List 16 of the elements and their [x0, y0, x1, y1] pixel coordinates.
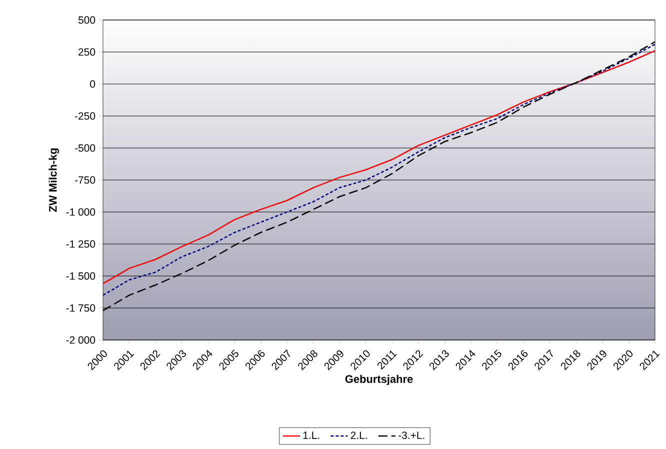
x-axis-title: Geburtsjahre: [345, 374, 413, 386]
y-tick-label: -1 000: [66, 208, 96, 216]
y-tick-label: 0: [90, 80, 96, 88]
legend-label: -3.+L.: [398, 432, 424, 440]
y-axis-title: ZW Milch-kg: [48, 148, 59, 212]
y-tick-label: -750: [75, 176, 96, 184]
y-tick-label: -1 250: [66, 240, 96, 248]
y-tick-label: 500: [78, 16, 96, 24]
y-tick-label: -2 000: [66, 336, 96, 344]
legend-label: 1.L.: [303, 432, 320, 439]
y-tick-label: -500: [75, 144, 96, 152]
y-tick-label: 250: [78, 48, 96, 56]
y-tick-label: -250: [75, 112, 96, 120]
y-tick-label: -1 500: [66, 272, 96, 280]
y-tick-label: -1 750: [66, 304, 96, 312]
legend-label: 2.L.: [350, 432, 367, 439]
